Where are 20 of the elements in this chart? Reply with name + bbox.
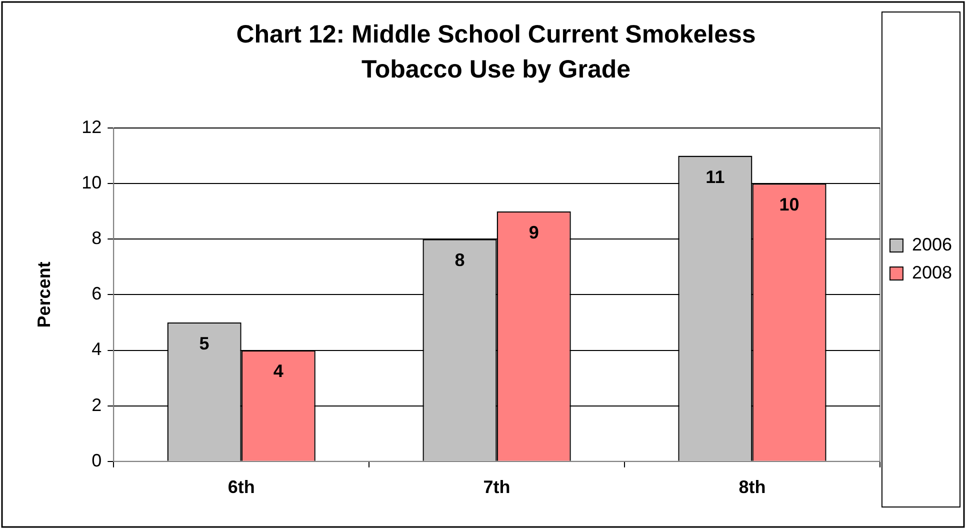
data-label: 8: [454, 250, 465, 270]
data-label: 4: [273, 361, 284, 382]
x-tick-label: 6th: [228, 477, 255, 498]
data-label: 10: [779, 194, 800, 215]
y-tick-label: 2: [92, 394, 102, 415]
legend-label: 2006: [912, 234, 952, 254]
data-label: 5: [199, 333, 210, 354]
y-tick-label: 12: [82, 116, 102, 137]
y-tick-label: 0: [92, 450, 102, 470]
y-axis-title: Percent: [34, 262, 54, 328]
data-label: 9: [528, 222, 539, 242]
y-tick-label: 10: [82, 172, 102, 193]
legend-label: 2008: [912, 262, 952, 282]
y-tick-label: 4: [92, 339, 102, 360]
y-tick-label: 6: [92, 284, 102, 304]
y-tick-label: 8: [92, 228, 102, 248]
data-label: 11: [706, 166, 725, 187]
x-tick-label: 8th: [738, 477, 766, 498]
x-tick-label: 7th: [483, 477, 510, 498]
chart-title: Chart 12: Middle School Current Smokeless Tobacco Use by Grade: [236, 20, 756, 84]
